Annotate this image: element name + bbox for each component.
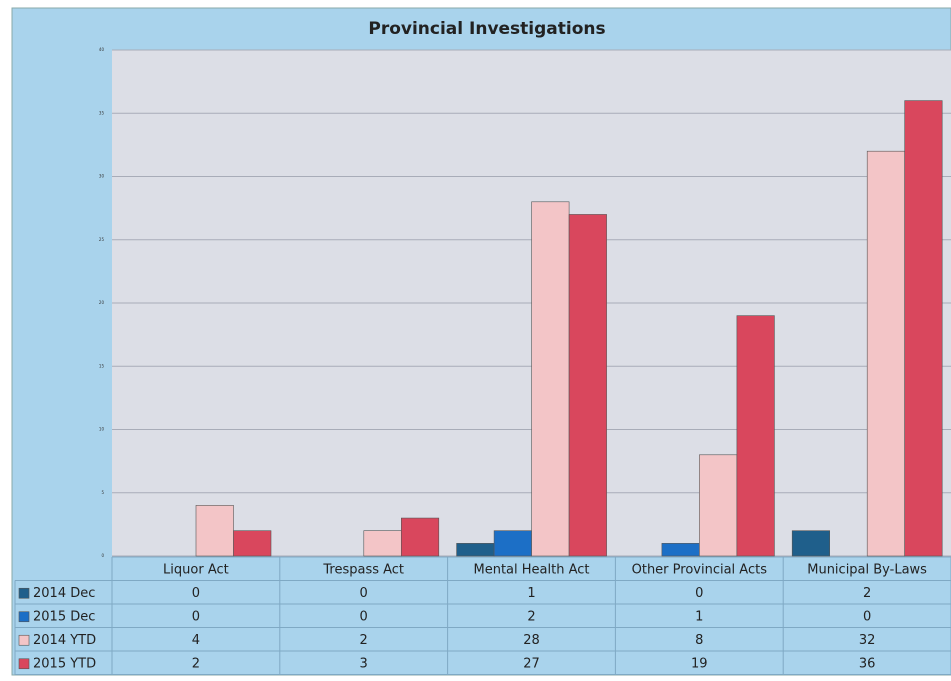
y-tick-label: 5 <box>101 490 104 495</box>
table-value: 2 <box>360 633 368 648</box>
table-value: 0 <box>863 609 871 624</box>
y-tick-label: 0 <box>101 553 104 558</box>
chart-title: Provincial Investigations <box>368 19 605 39</box>
table-value: 0 <box>360 586 368 601</box>
x-tick-label: Mental Health Act <box>474 562 590 577</box>
legend-key <box>18 634 30 646</box>
legend-label: 2014 Dec <box>33 586 95 601</box>
table-value: 0 <box>192 586 200 601</box>
bar <box>568 214 607 557</box>
table-value: 27 <box>523 656 540 671</box>
table-value: 4 <box>192 633 200 648</box>
table-value: 3 <box>360 656 368 671</box>
bar <box>904 100 943 557</box>
y-tick-label: 20 <box>99 300 105 305</box>
table-value: 0 <box>695 586 703 601</box>
bar <box>661 543 700 557</box>
bar <box>699 454 738 557</box>
table-value: 2 <box>527 609 535 624</box>
y-tick-label: 40 <box>99 47 105 52</box>
table-value: 0 <box>360 609 368 624</box>
legend-key <box>18 611 30 623</box>
x-tick-label: Trespass Act <box>322 562 404 577</box>
table-value: 28 <box>523 633 540 648</box>
bar <box>233 530 272 557</box>
y-tick-label: 35 <box>99 110 105 115</box>
bar <box>866 150 906 557</box>
bar <box>456 543 495 557</box>
legend-label: 2015 YTD <box>33 656 96 671</box>
legend-label: 2015 Dec <box>33 609 95 624</box>
bar <box>195 505 234 557</box>
table-value: 19 <box>691 656 708 671</box>
y-tick-label: 10 <box>99 427 105 432</box>
x-tick-label: Other Provincial Acts <box>632 562 768 577</box>
legend-key <box>18 587 30 599</box>
legend-label: 2014 YTD <box>33 633 96 648</box>
y-tick-label: 30 <box>99 174 105 179</box>
table-value: 8 <box>695 633 703 648</box>
bar <box>531 201 570 557</box>
table-value: 2 <box>863 586 871 601</box>
legend-key <box>18 658 30 670</box>
bar <box>363 530 402 557</box>
table-value: 1 <box>695 609 703 624</box>
table-value: 0 <box>192 609 200 624</box>
table-value: 1 <box>527 586 535 601</box>
bar <box>493 530 532 557</box>
y-tick-label: 25 <box>99 237 105 242</box>
x-tick-label: Liquor Act <box>163 562 229 577</box>
bar <box>400 517 440 557</box>
table-value: 32 <box>859 633 876 648</box>
bar <box>791 530 831 557</box>
bar <box>736 315 775 557</box>
table-value: 2 <box>192 656 200 671</box>
y-tick-label: 15 <box>99 363 105 368</box>
x-tick-label: Municipal By-Laws <box>807 562 927 577</box>
table-value: 36 <box>859 656 876 671</box>
